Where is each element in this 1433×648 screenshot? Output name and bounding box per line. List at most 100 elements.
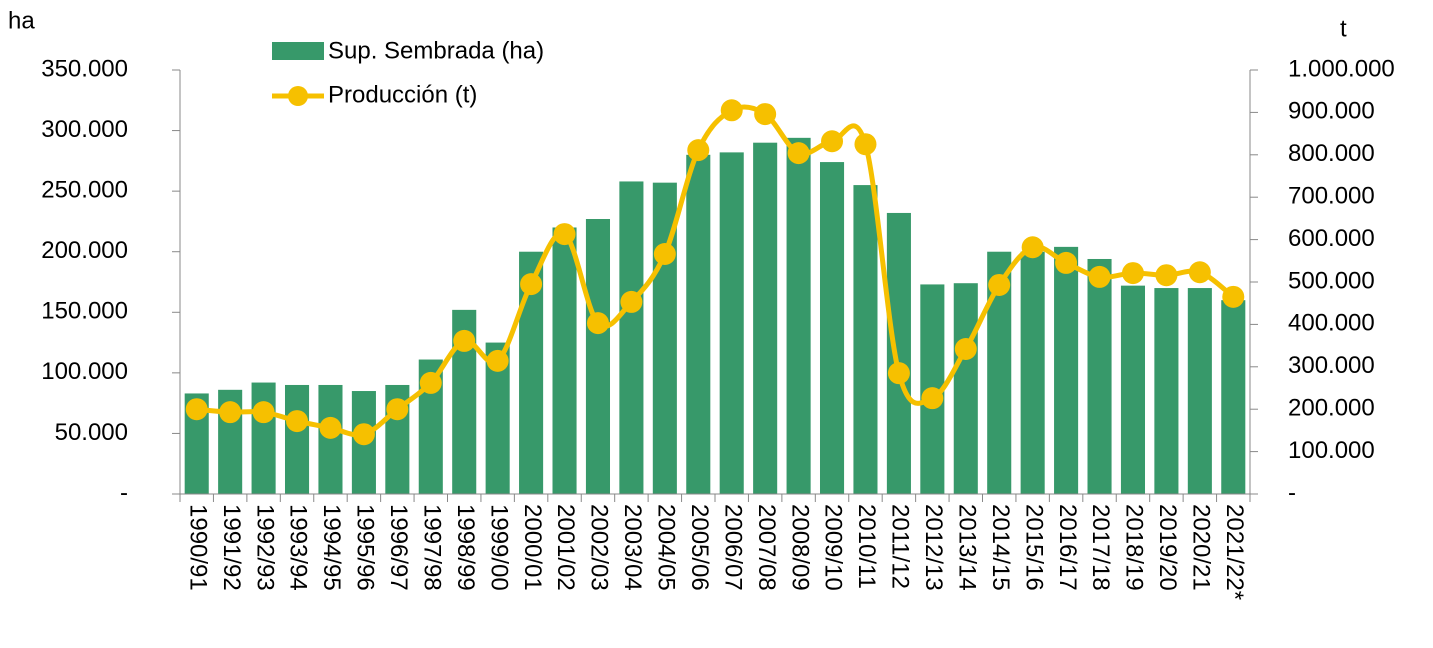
x-tick-label: 2007/08 (753, 504, 780, 591)
y2-tick-label: 100.000 (1288, 437, 1375, 464)
bar (686, 154, 711, 495)
y2-tick-label: 900.000 (1288, 98, 1375, 125)
bar (853, 185, 878, 495)
x-tick-label: 2014/15 (987, 504, 1014, 591)
x-tick-label: 2012/13 (920, 504, 947, 591)
x-tick-label: 2020/21 (1188, 504, 1215, 591)
point (687, 139, 710, 162)
y-tick-label: 100.000 (41, 358, 128, 385)
point (921, 387, 944, 410)
x-tick-label: 2003/04 (619, 504, 646, 591)
bar (318, 384, 343, 494)
bar (284, 384, 310, 494)
y2-tick-label: 600.000 (1288, 225, 1375, 252)
point (620, 290, 643, 313)
line (196, 104, 1235, 438)
y-tick-label: - (120, 479, 128, 506)
x-tick-label: 1991/92 (218, 504, 245, 591)
x-tick-label: 2011/12 (887, 504, 914, 589)
point (352, 423, 375, 446)
x-tick-label: 2013/14 (953, 504, 980, 591)
point (520, 273, 543, 296)
y-axis-label: ha (8, 7, 35, 34)
legend-label: Producción (t) (328, 81, 477, 108)
bar (819, 162, 845, 494)
point (453, 329, 476, 352)
y-tick-label: 300.000 (41, 116, 128, 143)
x-tick-label: 2001/02 (552, 504, 579, 591)
x-tick-label: 2015/16 (1020, 504, 1047, 591)
point (887, 362, 910, 385)
y2-tick-label: - (1288, 479, 1296, 506)
bar (1054, 246, 1079, 494)
x-tick-label: 1995/96 (352, 504, 379, 591)
x-tick-label: 2019/20 (1154, 504, 1181, 591)
bar (953, 283, 978, 494)
x-tick-label: 2000/01 (519, 504, 546, 591)
x-tick-label: 1992/93 (251, 504, 278, 591)
point (1021, 236, 1044, 259)
x-tick-label: 2021/22* (1221, 504, 1248, 600)
bar (719, 152, 744, 494)
point (553, 223, 576, 246)
point (954, 337, 977, 360)
y2-tick-label: 400.000 (1288, 310, 1375, 337)
point (286, 410, 309, 433)
legend-swatch (272, 42, 324, 60)
y2-tick-label: 200.000 (1288, 395, 1375, 422)
bar (251, 382, 276, 494)
legend-marker (288, 86, 308, 106)
point (1088, 265, 1111, 288)
point (1055, 251, 1078, 274)
point (1155, 264, 1178, 287)
point (386, 398, 409, 421)
y2-tick-label: 500.000 (1288, 267, 1375, 294)
x-tick-label: 2017/18 (1087, 504, 1114, 591)
bar (1087, 258, 1112, 494)
point (653, 243, 676, 266)
x-tick-label: 2006/07 (719, 504, 746, 591)
y-tick-label: 350.000 (41, 55, 128, 82)
bar (886, 212, 911, 494)
point (586, 312, 609, 335)
point (1222, 285, 1245, 308)
point (754, 103, 777, 126)
point (821, 130, 844, 153)
x-tick-label: 2016/17 (1054, 504, 1081, 591)
bar (552, 227, 577, 494)
x-tick-label: 1998/99 (452, 504, 479, 591)
y-tick-label: 50.000 (55, 419, 128, 446)
y-tick-label: 150.000 (41, 298, 128, 325)
point (419, 371, 442, 394)
y2-tick-label: 800.000 (1288, 140, 1375, 167)
bar (1187, 288, 1212, 494)
point (988, 273, 1011, 296)
bar (1154, 288, 1179, 494)
y2-tick-label: 700.000 (1288, 183, 1375, 210)
legend-label: Sup. Sembrada (ha) (328, 37, 544, 64)
x-tick-label: 1993/94 (285, 504, 312, 591)
point (720, 99, 743, 122)
bar (1221, 300, 1246, 494)
point (185, 398, 208, 421)
bar (619, 181, 644, 495)
point (787, 142, 810, 165)
x-tick-label: 1999/00 (485, 504, 512, 591)
y-tick-label: 250.000 (41, 176, 128, 203)
point (854, 133, 877, 156)
x-tick-label: 2018/19 (1121, 504, 1148, 591)
bar (1020, 251, 1045, 494)
bar (1120, 285, 1146, 494)
point (1188, 261, 1211, 284)
x-tick-label: 2004/05 (653, 504, 680, 591)
point (486, 349, 509, 372)
x-tick-label: 2002/03 (586, 504, 613, 591)
bar (786, 137, 811, 494)
x-tick-label: 1994/95 (318, 504, 345, 591)
point (219, 401, 242, 424)
bar (753, 142, 778, 494)
x-tick-label: 2010/11 (853, 504, 880, 589)
point (1121, 262, 1144, 285)
y2-tick-label: 300.000 (1288, 352, 1375, 379)
